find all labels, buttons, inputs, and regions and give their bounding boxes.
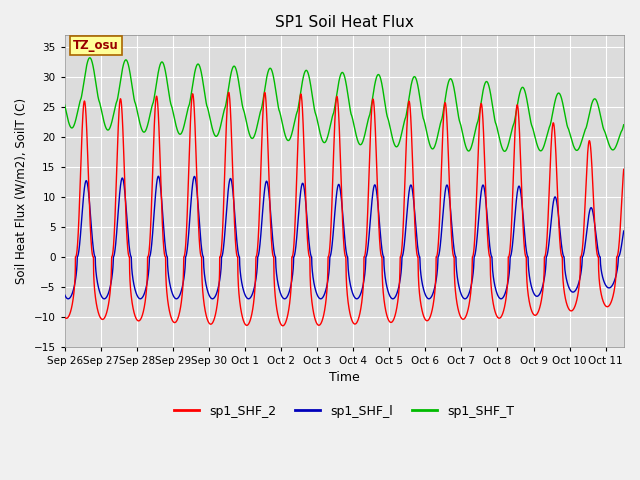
- sp1_SHF_2: [163, 280, 170, 286]
- sp1_SHF_T: [478, 95, 486, 100]
- sp1_SHF_T: [501, 148, 509, 154]
- sp1_SHF_T: [521, 87, 529, 93]
- sp1_SHF_l: [478, 184, 486, 190]
- sp1_SHF_l: [521, 230, 529, 236]
- sp1_SHF_l: [461, 296, 469, 302]
- Legend: sp1_SHF_2, sp1_SHF_l, sp1_SHF_T: sp1_SHF_2, sp1_SHF_l, sp1_SHF_T: [170, 400, 519, 423]
- sp1_SHF_l: [424, 296, 432, 301]
- Title: SP1 Soil Heat Flux: SP1 Soil Heat Flux: [275, 15, 413, 30]
- sp1_SHF_2: [396, 254, 404, 260]
- sp1_SHF_2: [275, 314, 282, 320]
- sp1_SHF_l: [620, 228, 628, 234]
- Text: TZ_osu: TZ_osu: [73, 39, 118, 52]
- sp1_SHF_l: [396, 277, 404, 283]
- sp1_SHF_2: [424, 317, 432, 323]
- X-axis label: Time: Time: [329, 372, 360, 384]
- sp1_SHF_2: [279, 323, 287, 329]
- sp1_SHF_T: [396, 137, 404, 143]
- sp1_SHF_l: [163, 251, 170, 257]
- sp1_SHF_2: [61, 314, 68, 320]
- sp1_SHF_2: [478, 104, 486, 110]
- sp1_SHF_l: [155, 173, 163, 179]
- Y-axis label: Soil Heat Flux (W/m2), SoilT (C): Soil Heat Flux (W/m2), SoilT (C): [15, 98, 28, 284]
- sp1_SHF_T: [163, 73, 170, 79]
- sp1_SHF_T: [61, 102, 68, 108]
- sp1_SHF_T: [620, 122, 628, 128]
- sp1_SHF_2: [521, 246, 529, 252]
- sp1_SHF_l: [275, 282, 282, 288]
- sp1_SHF_l: [61, 292, 68, 298]
- Line: sp1_SHF_2: sp1_SHF_2: [65, 92, 624, 326]
- sp1_SHF_T: [424, 136, 432, 142]
- sp1_SHF_2: [225, 89, 232, 95]
- sp1_SHF_T: [86, 55, 93, 60]
- sp1_SHF_2: [620, 167, 628, 172]
- sp1_SHF_T: [275, 104, 282, 110]
- Line: sp1_SHF_l: sp1_SHF_l: [65, 176, 624, 299]
- Line: sp1_SHF_T: sp1_SHF_T: [65, 58, 624, 151]
